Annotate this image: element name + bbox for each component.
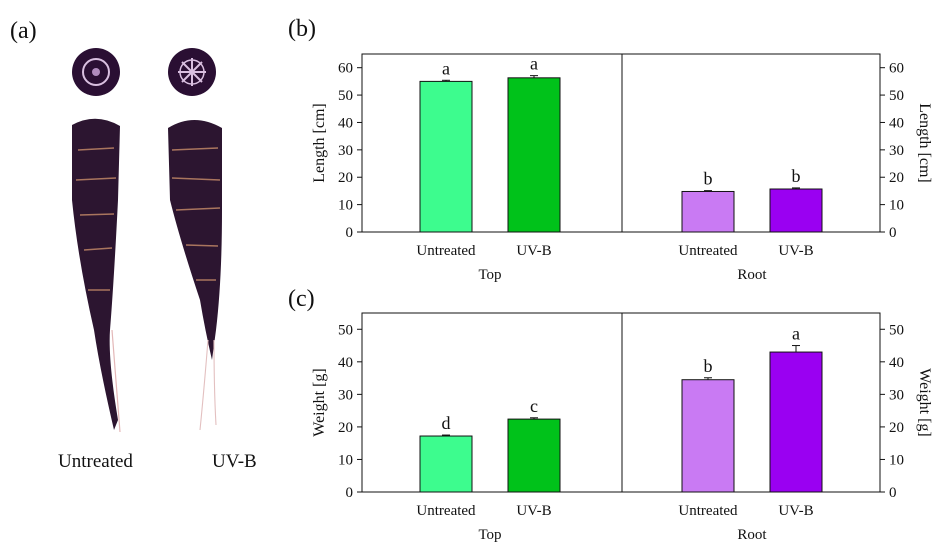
y-tick-label-left-c: 50 (338, 322, 353, 338)
plot-frame-b (361, 53, 881, 233)
significance-letter-c-1-1: a (792, 324, 800, 344)
carrot-slice-uvb (168, 48, 216, 96)
y-tick-label-left-c: 10 (338, 452, 353, 468)
significance-letter-b-0-1: a (530, 54, 538, 74)
y-axis-title-left-b: Length [cm] (311, 103, 328, 183)
category-label-c-1-0: Untreated (678, 503, 738, 519)
group-label-b-0: Top (478, 267, 501, 283)
y-tick-label-left-b: 10 (338, 198, 353, 214)
y-tick-label-right-c: 10 (889, 452, 904, 468)
bar-c-top-0 (419, 435, 473, 493)
carrot-uvb (168, 120, 222, 431)
y-tick-label-left-b: 60 (338, 61, 353, 77)
significance-letter-c-1-0: b (704, 356, 713, 376)
significance-letter-c-0-1: c (530, 396, 538, 416)
y-tick-label-right-b: 40 (889, 115, 904, 131)
carrot-slice-untreated (72, 48, 120, 96)
y-tick-label-left-b: 20 (338, 170, 353, 186)
y-tick-label-right-b: 10 (889, 198, 904, 214)
category-label-b-0-1: UV-B (516, 243, 551, 259)
y-tick-label-left-c: 0 (346, 485, 354, 501)
category-label-c-1-1: UV-B (778, 503, 813, 519)
y-axis-title-left-c: Weight [g] (311, 368, 328, 436)
y-tick-label-left-b: 0 (346, 225, 354, 241)
category-label-c-0-1: UV-B (516, 503, 551, 519)
bar-c-top-1 (507, 418, 561, 493)
category-label-b-1-1: UV-B (778, 243, 813, 259)
bar-b-top-1 (507, 77, 561, 233)
y-tick-label-left-b: 40 (338, 115, 353, 131)
y-tick-label-left-b: 50 (338, 88, 353, 104)
y-tick-label-right-b: 50 (889, 88, 904, 104)
bar-b-top-0 (419, 80, 473, 233)
y-tick-label-right-c: 0 (889, 485, 897, 501)
plot-frame-c (361, 312, 881, 493)
y-tick-label-right-c: 50 (889, 322, 904, 338)
bar-c-root-1 (769, 351, 823, 493)
significance-letter-b-1-1: b (792, 166, 801, 186)
panel-a-letter: (a) (10, 18, 37, 44)
category-label-b-0-0: Untreated (416, 243, 476, 259)
y-tick-label-right-b: 20 (889, 170, 904, 186)
y-tick-label-right-b: 30 (889, 143, 904, 159)
group-label-b-1: Root (737, 267, 767, 283)
bar-c-root-0 (681, 379, 735, 493)
photo-label-untreated: Untreated (58, 451, 133, 472)
y-axis-title-right-b: Length [cm] (916, 103, 932, 183)
bar-b-root-0 (681, 190, 735, 233)
y-tick-label-left-c: 40 (338, 355, 353, 371)
photo-label-uvb: UV-B (212, 451, 257, 472)
photo-panel: (a) Untreated UV-B (10, 18, 257, 472)
significance-letter-c-0-0: d (442, 413, 451, 433)
bar-b-root-1 (769, 188, 823, 233)
y-axis-title-right-c: Weight [g] (916, 368, 932, 436)
y-tick-label-right-b: 0 (889, 225, 897, 241)
group-label-c-0: Top (478, 527, 501, 543)
y-tick-label-right-c: 30 (889, 387, 904, 403)
category-label-c-0-0: Untreated (416, 503, 476, 519)
significance-letter-b-0-0: a (442, 58, 450, 78)
carrot-untreated (72, 118, 121, 433)
y-tick-label-left-c: 30 (338, 387, 353, 403)
y-tick-label-right-b: 60 (889, 61, 904, 77)
y-tick-label-right-c: 40 (889, 355, 904, 371)
category-label-b-1-0: Untreated (678, 243, 738, 259)
y-tick-label-left-c: 20 (338, 420, 353, 436)
group-label-c-1: Root (737, 527, 767, 543)
y-tick-label-left-b: 30 (338, 143, 353, 159)
significance-letter-b-1-0: b (704, 169, 713, 189)
y-tick-label-right-c: 20 (889, 420, 904, 436)
